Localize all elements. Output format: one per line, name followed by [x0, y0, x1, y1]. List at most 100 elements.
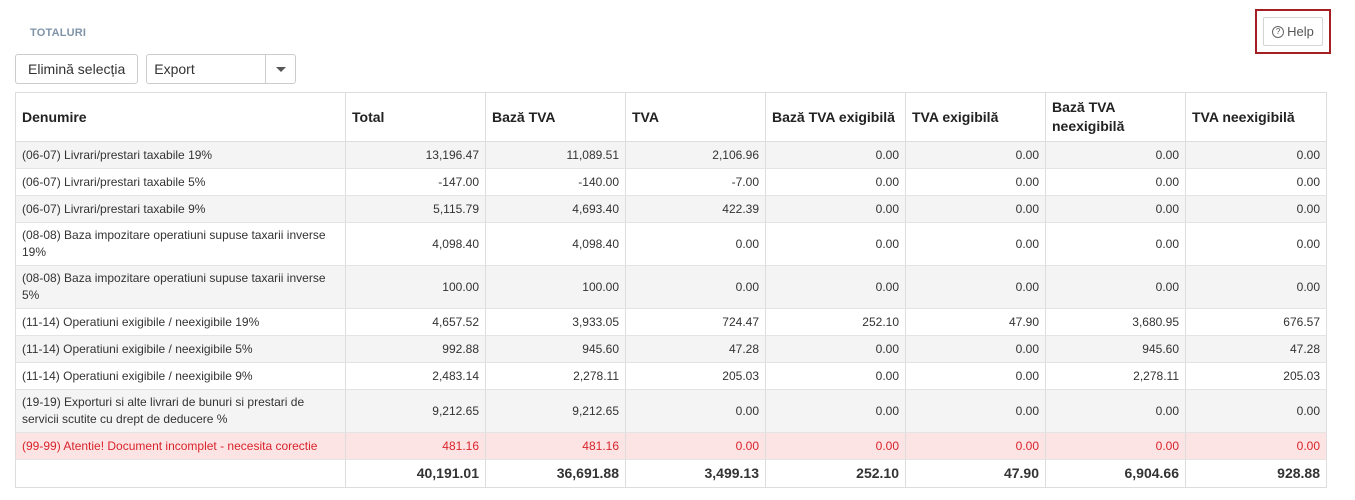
- cell-value: 13,196.47: [345, 141, 486, 169]
- total-value: 3,499.13: [625, 459, 766, 488]
- table-row[interactable]: (11-14) Operatiuni exigibile / neexigibi…: [15, 362, 1327, 390]
- cell-value: 0.00: [765, 168, 906, 196]
- column-header[interactable]: TVA: [625, 92, 766, 142]
- cell-value: 2,483.14: [345, 362, 486, 390]
- cell-value: 0.00: [625, 389, 766, 433]
- cell-value: 0.00: [1045, 432, 1186, 460]
- table-row[interactable]: (08-08) Baza impozitare operatiuni supus…: [15, 265, 1327, 309]
- export-dropdown-toggle[interactable]: [265, 55, 295, 83]
- total-value: 928.88: [1185, 459, 1327, 488]
- section-title: TOTALURI: [30, 27, 87, 39]
- cell-value: 100.00: [485, 265, 626, 309]
- warning-row[interactable]: (99-99) Atentie! Document incomplet - ne…: [15, 432, 1327, 460]
- total-value: 36,691.88: [485, 459, 626, 488]
- help-highlight: ? Help: [1255, 9, 1331, 54]
- cell-value: 724.47: [625, 308, 766, 336]
- cell-value: 47.90: [905, 308, 1046, 336]
- cell-value: 100.00: [345, 265, 486, 309]
- row-name: (06-07) Livrari/prestari taxabile 19%: [15, 141, 346, 169]
- column-header[interactable]: Denumire: [15, 92, 346, 142]
- row-name: (11-14) Operatiuni exigibile / neexigibi…: [15, 335, 346, 363]
- cell-value: 0.00: [625, 265, 766, 309]
- chevron-down-icon: [275, 66, 286, 72]
- cell-value: 4,657.52: [345, 308, 486, 336]
- cell-value: 3,933.05: [485, 308, 626, 336]
- cell-value: 3,680.95: [1045, 308, 1186, 336]
- cell-value: 0.00: [765, 389, 906, 433]
- total-value: 40,191.01: [345, 459, 486, 488]
- table-row[interactable]: (08-08) Baza impozitare operatiuni supus…: [15, 222, 1327, 266]
- cell-value: 0.00: [905, 335, 1046, 363]
- cell-value: 0.00: [905, 141, 1046, 169]
- cell-value: 0.00: [765, 265, 906, 309]
- export-select-value: Export: [154, 61, 195, 77]
- cell-value: 0.00: [625, 432, 766, 460]
- cell-value: 0.00: [905, 389, 1046, 433]
- total-value: 252.10: [765, 459, 906, 488]
- clear-selection-button[interactable]: Elimină selecția: [15, 54, 139, 84]
- column-header[interactable]: Bază TVA neexigibilă: [1045, 92, 1186, 142]
- cell-value: 0.00: [1185, 389, 1327, 433]
- cell-value: -147.00: [345, 168, 486, 196]
- total-value: 6,904.66: [1045, 459, 1186, 488]
- cell-value: 0.00: [765, 362, 906, 390]
- cell-value: 0.00: [765, 222, 906, 266]
- row-name: (06-07) Livrari/prestari taxabile 9%: [15, 195, 346, 223]
- cell-value: 481.16: [345, 432, 486, 460]
- cell-value: 11,089.51: [485, 141, 626, 169]
- cell-value: 0.00: [905, 265, 1046, 309]
- cell-value: 0.00: [1045, 141, 1186, 169]
- cell-value: 205.03: [1185, 362, 1327, 390]
- help-button[interactable]: ? Help: [1263, 17, 1323, 46]
- column-header[interactable]: TVA neexigibilă: [1185, 92, 1327, 142]
- cell-value: 9,212.65: [485, 389, 626, 433]
- cell-value: -140.00: [485, 168, 626, 196]
- cell-value: 992.88: [345, 335, 486, 363]
- column-header[interactable]: Total: [345, 92, 486, 142]
- cell-value: 0.00: [905, 222, 1046, 266]
- cell-value: 5,115.79: [345, 195, 486, 223]
- cell-value: 0.00: [905, 168, 1046, 196]
- column-header[interactable]: TVA exigibilă: [905, 92, 1046, 142]
- cell-value: 0.00: [1185, 195, 1327, 223]
- cell-value: 0.00: [1185, 222, 1327, 266]
- cell-value: 0.00: [1185, 432, 1327, 460]
- cell-value: 2,278.11: [485, 362, 626, 390]
- cell-value: 0.00: [765, 195, 906, 223]
- table-row[interactable]: (06-07) Livrari/prestari taxabile 9% 5,11…: [15, 195, 1327, 223]
- cell-value: 0.00: [905, 362, 1046, 390]
- toolbar: Elimină selecția Export: [15, 54, 297, 84]
- cell-value: 0.00: [1045, 265, 1186, 309]
- cell-value: 2,106.96: [625, 141, 766, 169]
- cell-value: 0.00: [765, 141, 906, 169]
- help-label: Help: [1287, 24, 1314, 39]
- cell-value: 9,212.65: [345, 389, 486, 433]
- cell-value: 4,098.40: [485, 222, 626, 266]
- table-row[interactable]: (19-19) Exporturi si alte livrari de bun…: [15, 389, 1327, 433]
- column-header[interactable]: Bază TVA: [485, 92, 626, 142]
- row-name: (06-07) Livrari/prestari taxabile 5%: [15, 168, 346, 196]
- row-name: (99-99) Atentie! Document incomplet - ne…: [15, 432, 346, 460]
- cell-value: 0.00: [765, 335, 906, 363]
- cell-value: 0.00: [1045, 222, 1186, 266]
- table-row[interactable]: (06-07) Livrari/prestari taxabile 5% -147…: [15, 168, 1327, 196]
- table-row[interactable]: (06-07) Livrari/prestari taxabile 19% 13,…: [15, 141, 1327, 169]
- export-select[interactable]: Export: [146, 54, 297, 84]
- cell-value: 0.00: [1185, 168, 1327, 196]
- cell-value: 0.00: [1045, 168, 1186, 196]
- cell-value: 47.28: [625, 335, 766, 363]
- table-row[interactable]: (11-14) Operatiuni exigibile / neexigibi…: [15, 335, 1327, 363]
- totals-row: 40,191.01 36,691.88 3,499.13 252.10 47.90 6,9…: [15, 459, 1327, 488]
- cell-value: 205.03: [625, 362, 766, 390]
- cell-value: 2,278.11: [1045, 362, 1186, 390]
- totals-label-cell: [15, 459, 346, 488]
- cell-value: 945.60: [1045, 335, 1186, 363]
- cell-value: 0.00: [1185, 141, 1327, 169]
- table-row[interactable]: (11-14) Operatiuni exigibile / neexigibi…: [15, 308, 1327, 336]
- cell-value: 481.16: [485, 432, 626, 460]
- cell-value: 945.60: [485, 335, 626, 363]
- row-name: (08-08) Baza impozitare operatiuni supus…: [15, 265, 346, 309]
- column-header[interactable]: Bază TVA exigibilă: [765, 92, 906, 142]
- cell-value: -7.00: [625, 168, 766, 196]
